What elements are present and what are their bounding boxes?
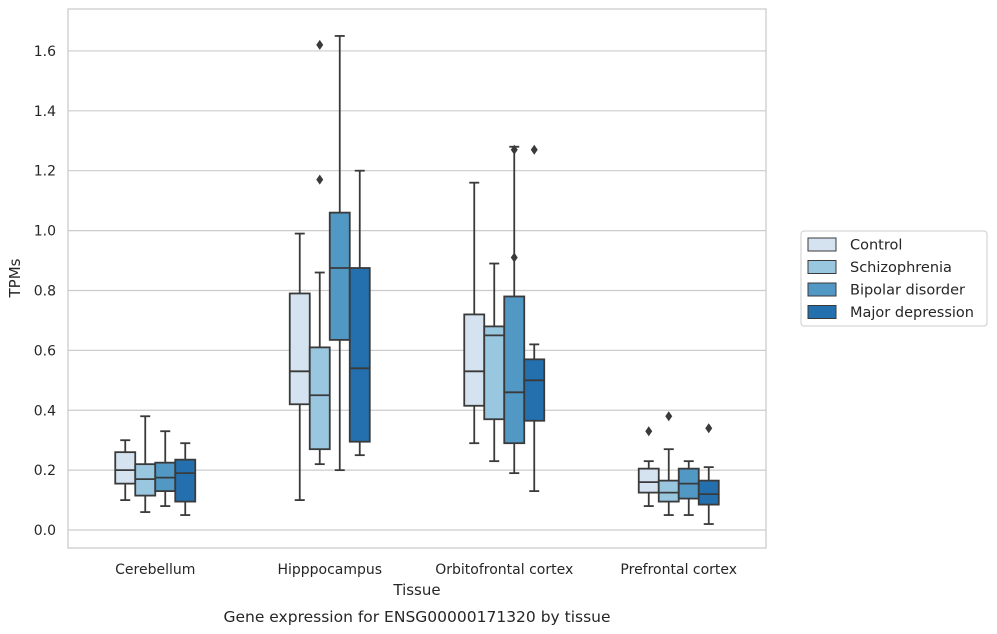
outlier-marker: [316, 174, 324, 185]
box-2-0: [463, 181, 486, 445]
y-tick-label: 0.0: [34, 523, 56, 539]
legend-swatch: [807, 282, 837, 297]
box-0-1: [134, 415, 157, 513]
outlier-marker: [510, 252, 518, 263]
box-1-0: [288, 232, 311, 501]
box-body: [463, 313, 486, 407]
legend-label: Bipolar disorder: [850, 283, 965, 299]
y-tick-label: 1.4: [34, 104, 56, 120]
y-tick-label: 0.6: [34, 343, 56, 359]
box-2-3: [523, 144, 546, 493]
y-tick-label: 0.2: [34, 463, 56, 479]
box-1-3: [348, 169, 371, 457]
x-axis-label: Tissue: [392, 581, 440, 599]
outlier-marker: [645, 426, 653, 437]
box-2-2: [503, 144, 526, 475]
box-body: [174, 458, 197, 503]
plot-area: [67, 8, 767, 549]
box-0-2: [154, 430, 177, 507]
box-body: [348, 267, 371, 443]
gridlines: [68, 50, 766, 531]
box-body: [483, 325, 506, 421]
y-tick-label: 1.6: [34, 44, 56, 60]
legend-label: Major depression: [850, 305, 974, 321]
chart-caption: Gene expression for ENSG00000171320 by t…: [223, 608, 610, 626]
y-tick-label: 1.2: [34, 164, 56, 180]
x-axis-ticks: Cerebellum Hipppocampus Orbitofrontal cort…: [115, 562, 737, 578]
outlier-marker: [530, 144, 538, 155]
legend-swatch: [807, 305, 837, 319]
box-body: [657, 479, 680, 503]
outlier-marker: [705, 423, 713, 434]
box-1-2: [328, 35, 351, 472]
legend-label: Schizophrenia: [850, 260, 952, 276]
box-body: [503, 295, 526, 445]
boxes: [114, 35, 720, 525]
box-body: [308, 346, 331, 451]
legend-frame: [800, 230, 988, 327]
box-3-1: [657, 411, 680, 516]
box-0-3: [174, 442, 197, 516]
box-body: [523, 358, 546, 422]
box-2-1: [483, 262, 506, 463]
outlier-marker: [665, 411, 673, 422]
box-body: [114, 451, 137, 485]
outlier-marker: [316, 39, 324, 50]
y-axis-label: TPMs: [6, 258, 24, 298]
box-body: [288, 292, 311, 406]
outlier-marker: [510, 144, 518, 155]
legend-label: Control: [850, 238, 902, 254]
box-body: [328, 211, 351, 341]
box-3-2: [677, 460, 700, 516]
box-0-0: [114, 439, 137, 501]
legend: Control Schizophrenia Bipolar disorder Majo…: [800, 230, 988, 327]
box-1-1: [308, 39, 331, 466]
box-3-0: [637, 426, 660, 507]
x-tick-label: Hipppocampus: [277, 562, 382, 578]
x-tick-label: Cerebellum: [115, 562, 195, 578]
box-body: [697, 479, 720, 506]
box-body: [637, 467, 660, 494]
x-tick-label: Orbitofrontal cortex: [435, 562, 573, 578]
y-tick-label: 1.0: [34, 224, 56, 240]
legend-swatch: [807, 237, 837, 252]
y-axis-ticks: 0.0 0.2 0.4 0.6 0.8 1.0 1.2 1.4 1.6: [34, 44, 56, 539]
legend-swatch: [807, 260, 837, 274]
box-3-3: [697, 423, 720, 525]
y-tick-label: 0.4: [34, 403, 56, 419]
x-tick-label: Prefrontal cortex: [620, 562, 737, 578]
y-tick-label: 0.8: [34, 283, 56, 299]
